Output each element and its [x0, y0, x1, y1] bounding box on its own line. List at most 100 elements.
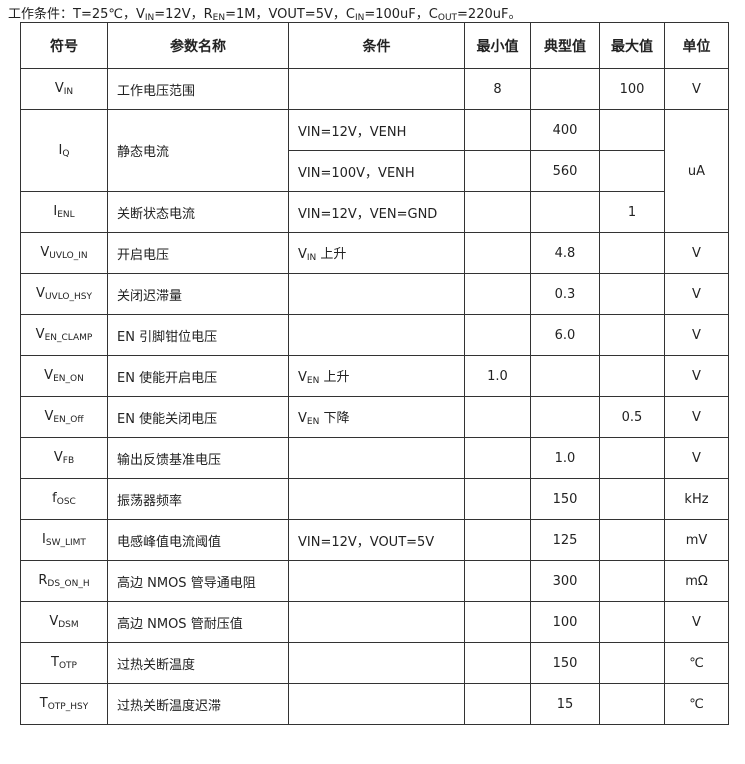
- typ-value: 125: [530, 519, 600, 561]
- symbol-subscript: EN_ON: [53, 374, 84, 384]
- typ-value: 150: [530, 478, 600, 520]
- symbol-cell: fOSC: [20, 478, 108, 520]
- unit-cell: V: [664, 396, 729, 438]
- typ-value: 1.0: [530, 437, 600, 479]
- parameter-name: EN 使能关闭电压: [107, 396, 289, 438]
- min-value: [464, 314, 531, 356]
- min-value: [464, 642, 531, 684]
- min-value: [464, 478, 531, 520]
- column-header: 最大值: [599, 22, 665, 69]
- typ-value: 150: [530, 642, 600, 684]
- symbol-subscript: EN_Off: [53, 415, 84, 425]
- typ-value: 300: [530, 560, 600, 602]
- min-value: [464, 437, 531, 479]
- max-value: [599, 478, 665, 520]
- min-value: [464, 191, 531, 233]
- cond-sub: EN: [212, 13, 226, 23]
- condition-cell: [288, 273, 465, 315]
- condition-part: 上升: [316, 247, 347, 262]
- min-value: [464, 273, 531, 315]
- max-value: [599, 560, 665, 602]
- symbol-subscript: ENL: [57, 210, 75, 220]
- cond-text: C: [345, 7, 355, 22]
- condition-part: V: [298, 370, 307, 385]
- condition-part: EN: [306, 376, 320, 386]
- table-row: VEN_Off EN 使能关闭电压 VEN 下降 0.5 V: [20, 396, 729, 438]
- column-header: 典型值: [530, 22, 600, 69]
- typ-value: 4.8: [530, 232, 600, 274]
- symbol: V: [49, 614, 59, 629]
- symbol-cell: RDS_ON_H: [20, 560, 108, 602]
- typ-value: 6.0: [530, 314, 600, 356]
- unit-cell: V: [664, 314, 729, 356]
- max-value: [599, 314, 665, 356]
- parameter-name: EN 引脚钳位电压: [107, 314, 289, 356]
- condition-cell: [288, 314, 465, 356]
- condition-cell: [288, 560, 465, 602]
- parameter-name: 输出反馈基准电压: [107, 437, 289, 479]
- max-value: [599, 232, 665, 274]
- table-row: TOTP 过热关断温度 150 ℃: [20, 642, 729, 684]
- parameter-name: 关闭迟滞量: [107, 273, 289, 315]
- parameter-name: 振荡器频率: [107, 478, 289, 520]
- condition-cell: VEN 下降: [288, 396, 465, 438]
- table-row: VIN 工作电压范围 8 100 V: [20, 68, 729, 110]
- symbol: I: [42, 532, 46, 547]
- unit-cell: V: [664, 601, 729, 643]
- symbol-cell: VEN_Off: [20, 396, 108, 438]
- symbol-subscript: OTP_HSY: [47, 702, 89, 712]
- symbol: f: [52, 491, 57, 506]
- table-row: VFB 输出反馈基准电压 1.0 V: [20, 437, 729, 479]
- symbol: I: [58, 142, 63, 158]
- max-value: [599, 273, 665, 315]
- max-value: [599, 437, 665, 479]
- table-row: VDSM 高边 NMOS 管耐压值 100 V: [20, 601, 729, 643]
- cond-sub: IN: [144, 13, 155, 23]
- min-value: [464, 601, 531, 643]
- max-value: 1: [599, 191, 665, 233]
- unit-cell: mV: [664, 519, 729, 561]
- table-row: VUVLO_HSY 关闭迟滞量 0.3 V: [20, 273, 729, 315]
- table-row: VIN=100V，VENH 560: [21, 150, 729, 192]
- typ-value: 15: [530, 683, 600, 725]
- typ-value: 400: [530, 109, 600, 151]
- condition-part: IN: [306, 253, 317, 263]
- condition-cell: [288, 478, 465, 520]
- max-value: [599, 519, 665, 561]
- symbol: V: [35, 327, 45, 342]
- typ-value: [530, 355, 600, 397]
- electrical-characteristics-table: 符号 参数名称 条件 最小值 典型值 最大值 单位 VIN 工作电压范围 8 100 V IQ 静态电流…: [20, 22, 729, 725]
- table-row: VEN_ON EN 使能开启电压 VEN 上升 1.0 V: [20, 355, 729, 397]
- cond-text: =1M，VOUT=5V，: [225, 7, 346, 22]
- table-row: RDS_ON_H 高边 NMOS 管导通电阻 300 mΩ: [20, 560, 729, 602]
- parameter-name: 开启电压: [107, 232, 289, 274]
- unit-cell: ℃: [664, 683, 729, 725]
- typ-value: 0.3: [530, 273, 600, 315]
- unit-cell: V: [664, 437, 729, 479]
- parameter-name: EN 使能开启电压: [107, 355, 289, 397]
- condition-part: 上升: [319, 370, 350, 385]
- cond-text: =100uF，: [364, 7, 429, 22]
- cond-sub: OUT: [437, 13, 458, 23]
- max-value: [599, 642, 665, 684]
- column-header: 条件: [288, 22, 465, 69]
- column-header: 参数名称: [107, 22, 289, 69]
- table-row: ISW_LIMT 电感峰值电流阈值 VIN=12V，VOUT=5V 125 mV: [20, 519, 729, 561]
- symbol-cell: VUVLO_HSY: [20, 273, 108, 315]
- typ-value: 100: [530, 601, 600, 643]
- symbol-subscript: DS_ON_H: [47, 579, 90, 589]
- condition-cell: VIN=100V，VENH: [288, 150, 465, 192]
- max-value: [599, 150, 665, 192]
- symbol-subscript: OSC: [56, 497, 76, 507]
- parameter-name: 关断状态电流: [107, 191, 289, 233]
- symbol: V: [54, 81, 64, 96]
- symbol-cell: IQ: [20, 109, 108, 192]
- max-value: [599, 355, 665, 397]
- symbol-cell: IENL: [20, 191, 108, 233]
- condition-cell: [288, 601, 465, 643]
- parameter-name: 高边 NMOS 管导通电阻: [107, 560, 289, 602]
- symbol: I: [53, 204, 58, 219]
- symbol: R: [38, 573, 48, 588]
- min-value: [464, 150, 531, 192]
- table-row: VEN_CLAMP EN 引脚钳位电压 6.0 V: [20, 314, 729, 356]
